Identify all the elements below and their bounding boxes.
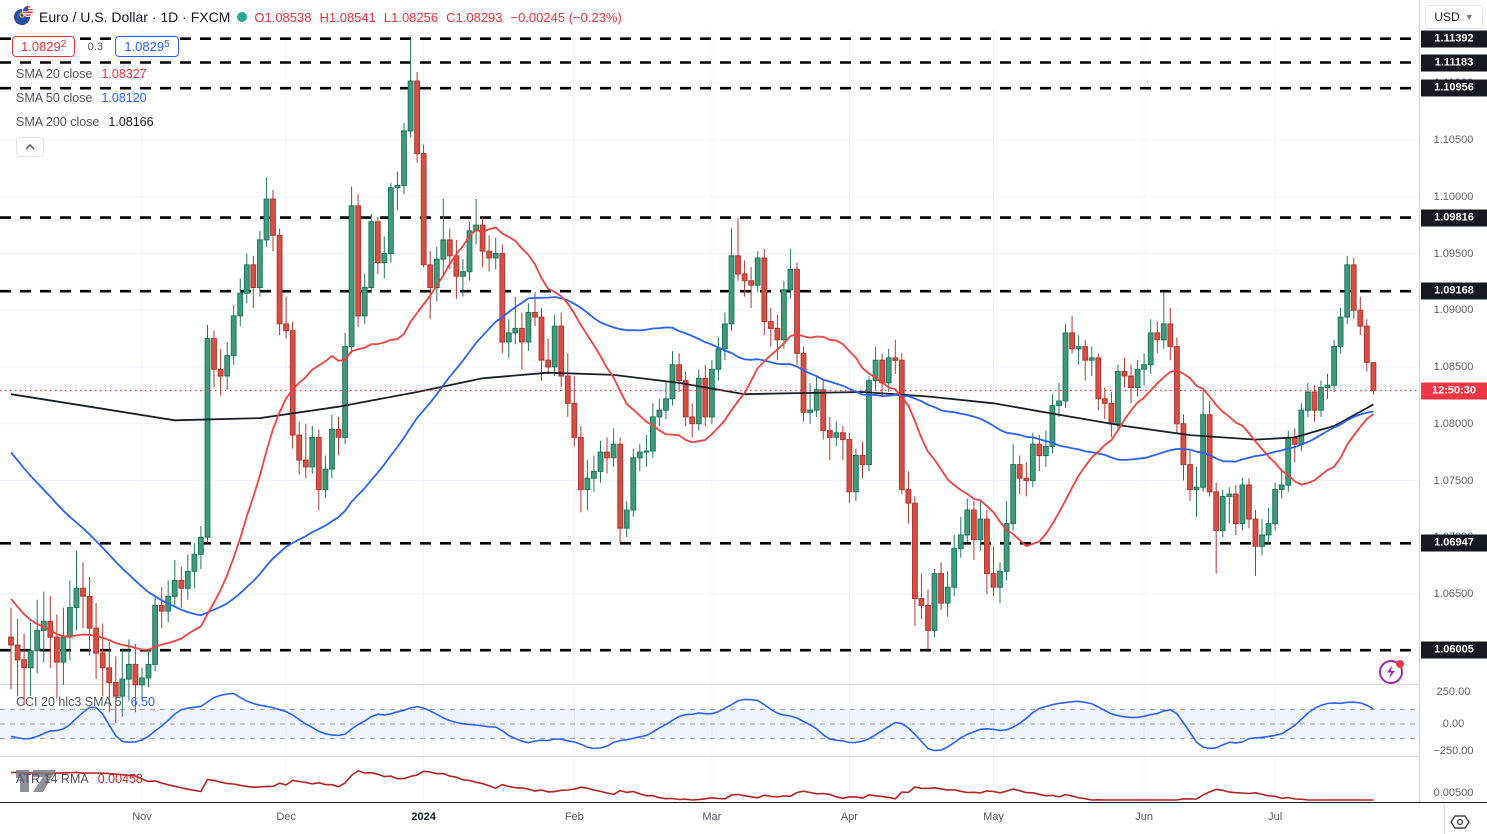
sma20-value: 1.08327 [101, 67, 147, 81]
buy-price-button[interactable]: 1.0829 5 [115, 36, 179, 57]
cci-legend: CCI 20 hlc3 SMA 5 6.50 [16, 695, 155, 709]
countdown-badge: 12:50:30 [1421, 382, 1487, 399]
ohlc-low: L1.08256 [383, 9, 439, 25]
time-axis-label: Feb [564, 811, 584, 823]
lightning-bolt-icon [1387, 665, 1395, 679]
time-axis-label: Apr [840, 811, 858, 823]
time-axis-label: Jun [1135, 811, 1154, 823]
market-status-icon[interactable] [237, 12, 248, 22]
ohlc-readout: O1.08538 H1.08541 L1.08256 C1.08293 −0.0… [254, 10, 621, 25]
level-price-badge: 1.06005 [1421, 641, 1487, 659]
price-tick-label: 1.10500 [1433, 134, 1474, 146]
timezone-settings-button[interactable] [1444, 806, 1474, 834]
time-axis-label: Mar [702, 811, 722, 823]
time-axis-label: May [983, 811, 1004, 823]
level-price-badge: 1.10956 [1421, 79, 1487, 97]
ohlc-change: −0.00245 (−0.23%) [510, 9, 622, 25]
price-tick-label: 1.09000 [1433, 304, 1474, 317]
cci-tick-label: 250.00 [1436, 686, 1471, 698]
sell-price-button[interactable]: 1.0829 2 [12, 36, 76, 57]
level-price-badge: 1.06947 [1421, 534, 1487, 552]
chevron-up-icon [25, 144, 35, 150]
sma20-legend: SMA 20 close 1.08327 [16, 67, 147, 81]
spread-value: 0.3 [87, 40, 103, 53]
level-price-badge: 1.09816 [1421, 209, 1487, 227]
symbol-title[interactable]: Euro / U.S. Dollar · 1D · FXCM [39, 9, 231, 25]
tradingview-logo-watermark [16, 770, 56, 792]
settings-hexagon-icon [1449, 814, 1470, 829]
bid-ask-panel: 1.0829 2 0.3 1.0829 5 [12, 36, 179, 57]
time-axis-label: Nov [132, 811, 152, 823]
lightning-circle-icon [1379, 660, 1403, 684]
atr-value: 0.00458 [97, 772, 143, 786]
price-axis[interactable]: USD▼ 1.110001.105001.100001.095001.09000… [1419, 0, 1487, 802]
price-tick-label: 1.08500 [1433, 361, 1474, 373]
sma50-legend: SMA 50 close 1.08120 [16, 91, 147, 105]
cci-tick-label: −250.00 [1433, 745, 1474, 757]
ohlc-high: H1.08541 [319, 9, 376, 25]
sma50-value: 1.08120 [101, 91, 147, 105]
price-tick-label: 1.08000 [1433, 417, 1474, 430]
time-axis[interactable]: Nov Dec 2024 Feb Mar Apr May Jun Jul [0, 802, 1487, 834]
price-tick-label: 1.07500 [1433, 474, 1474, 487]
level-price-badge: 1.09168 [1421, 282, 1487, 300]
sma200-value: 1.08166 [108, 115, 154, 129]
price-tick-label: 1.09500 [1433, 247, 1474, 260]
time-axis-label: Dec [276, 811, 296, 823]
time-axis-label: 2024 [411, 811, 436, 823]
level-price-badge: 1.11183 [1421, 54, 1487, 71]
lightning-alert-button[interactable] [1377, 657, 1405, 685]
chart-canvas[interactable] [0, 0, 1419, 802]
ohlc-close: C1.08293 [446, 9, 503, 25]
ohlc-open: O1.08538 [254, 9, 312, 25]
currency-unit-selector[interactable]: USD ▼ [1425, 5, 1483, 29]
price-tick-label: 1.06500 [1433, 588, 1474, 600]
atr-tick-label: 0.00500 [1433, 787, 1474, 799]
time-axis-label: Jul [1268, 811, 1283, 823]
price-tick-label: 1.10000 [1433, 190, 1474, 203]
eurusd-flag-icon [14, 6, 33, 26]
sma200-legend: SMA 200 close 1.08166 [16, 115, 154, 129]
cci-value: 6.50 [130, 695, 155, 709]
collapse-legend-button[interactable] [16, 137, 44, 157]
level-price-badge: 1.11392 [1421, 30, 1487, 48]
atr-legend: ATR 14 RMA 0.00458 [16, 772, 143, 786]
cci-tick-label: 0.00 [1442, 718, 1465, 730]
notification-dot [1396, 660, 1404, 668]
chevron-down-icon: ▼ [1464, 12, 1474, 22]
